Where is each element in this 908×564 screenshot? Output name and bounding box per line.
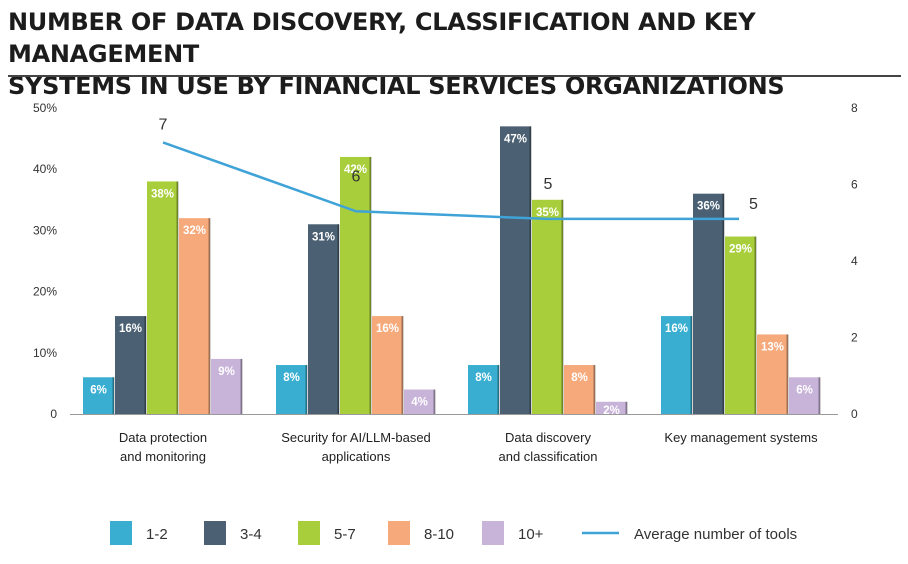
- category-label: Data discovery: [505, 430, 591, 445]
- category-label: and monitoring: [120, 449, 206, 464]
- bar: [757, 334, 788, 414]
- bar: [115, 316, 146, 414]
- bar-data-label: 42%: [344, 164, 367, 176]
- chart-title-line-1: NUMBER OF DATA DISCOVERY, CLASSIFICATION…: [8, 8, 756, 68]
- average-tools-line: [162, 141, 739, 221]
- legend-label: Average number of tools: [634, 526, 797, 543]
- bar-data-label: 29%: [729, 244, 752, 256]
- category-label: Data protection: [119, 430, 207, 445]
- legend-label: 3-4: [240, 526, 262, 543]
- y-right-tick-label: 4: [851, 254, 858, 268]
- bar-data-label: 8%: [283, 372, 300, 384]
- y-left-tick-label: 10%: [33, 346, 57, 360]
- bar-data-label: 13%: [761, 341, 784, 353]
- category-label: Key management systems: [664, 430, 818, 445]
- category-label: Security for AI/LLM-based: [281, 430, 431, 445]
- bar-data-label: 31%: [312, 231, 335, 243]
- title-divider: [8, 75, 901, 77]
- y-right-tick-label: 0: [851, 407, 858, 421]
- bar-data-label: 38%: [151, 188, 174, 200]
- bar: [596, 401, 627, 414]
- y-left-tick-label: 50%: [33, 101, 57, 115]
- bar-data-label: 8%: [571, 372, 588, 384]
- y-right-tick-label: 8: [851, 101, 858, 115]
- bar-data-label: 35%: [536, 207, 559, 219]
- bar-data-label: 4%: [411, 397, 428, 409]
- average-line-label: 6: [352, 168, 361, 185]
- legend-label: 1-2: [146, 526, 168, 543]
- bar-data-label: 16%: [665, 323, 688, 335]
- bar-data-label: 8%: [475, 372, 492, 384]
- legend-label: 8-10: [424, 526, 454, 543]
- category-label: and classification: [499, 449, 598, 464]
- bar: [83, 377, 114, 414]
- bar-data-label: 47%: [504, 133, 527, 145]
- y-right-tick-label: 2: [851, 331, 858, 345]
- average-line-label: 5: [544, 176, 553, 193]
- y-left-tick-label: 30%: [33, 223, 57, 237]
- y-left-tick-label: 0: [50, 407, 57, 421]
- legend-label: 10+: [518, 526, 544, 543]
- y-left-tick-label: 40%: [33, 162, 57, 176]
- bar-data-label: 2%: [603, 405, 620, 417]
- bar: [532, 199, 563, 414]
- bar: [500, 126, 531, 415]
- bar-data-label: 36%: [697, 201, 720, 213]
- category-label: applications: [322, 449, 391, 464]
- bar: [372, 316, 403, 414]
- legend-swatch: [388, 521, 410, 545]
- bar: [661, 316, 692, 414]
- y-left-tick-label: 20%: [33, 285, 57, 299]
- legend-swatch: [482, 521, 504, 545]
- bar: [789, 377, 820, 414]
- bar: [147, 181, 178, 414]
- bar-data-label: 16%: [376, 323, 399, 335]
- bar-data-label: 9%: [218, 366, 235, 378]
- bar: [340, 156, 371, 414]
- legend-swatch: [204, 521, 226, 545]
- average-line-label: 7: [159, 116, 168, 133]
- bar-data-label: 32%: [183, 225, 206, 237]
- bar-data-label: 16%: [119, 323, 142, 335]
- bar: [179, 218, 210, 414]
- bar: [725, 236, 756, 414]
- bar-data-label: 6%: [796, 384, 813, 396]
- legend-swatch: [110, 521, 132, 545]
- bar: [276, 365, 307, 414]
- bar: [308, 224, 339, 414]
- y-right-tick-label: 6: [851, 178, 858, 192]
- bar: [693, 193, 724, 414]
- legend-label: 5-7: [334, 526, 356, 543]
- legend-swatch: [298, 521, 320, 545]
- bar: [468, 365, 499, 414]
- bar: [404, 389, 435, 414]
- average-line-label: 5: [749, 196, 758, 213]
- bar: [564, 365, 595, 414]
- bar-data-label: 6%: [90, 384, 107, 396]
- bar: [211, 358, 242, 414]
